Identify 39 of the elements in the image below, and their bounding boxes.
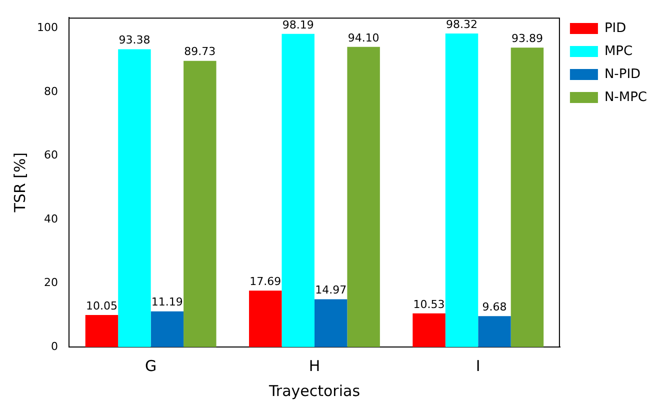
data-label: 94.10	[348, 31, 380, 44]
bar	[478, 316, 511, 347]
x-tick-label: I	[476, 356, 480, 375]
x-tick-label: H	[308, 356, 320, 375]
y-tick-label: 60	[44, 148, 58, 162]
y-tick-label: 20	[44, 276, 58, 290]
y-tick-label: 80	[44, 84, 58, 98]
data-label: 17.69	[250, 274, 282, 288]
y-tick-label: 0	[50, 340, 58, 353]
x-axis-title: Trayectorias	[268, 382, 360, 400]
bar	[347, 46, 380, 347]
data-label: 93.38	[118, 34, 150, 47]
data-label: 14.97	[315, 284, 347, 297]
legend-label: MPC	[604, 44, 633, 59]
y-axis-title: TSR [%]	[10, 152, 29, 214]
bar	[118, 49, 151, 347]
x-tick-label: G	[145, 356, 157, 375]
data-label: 89.73	[184, 45, 216, 58]
data-label: 10.53	[413, 298, 445, 311]
data-label: 11.19	[151, 296, 183, 309]
data-label: 98.19	[282, 18, 314, 32]
bar	[510, 48, 544, 347]
bar	[184, 60, 216, 347]
data-label: 10.05	[86, 299, 118, 312]
bar	[150, 311, 184, 347]
bar	[314, 299, 348, 347]
bar	[282, 34, 314, 347]
data-label: 9.68	[482, 300, 507, 314]
bar	[85, 314, 118, 347]
bar	[445, 33, 478, 347]
legend-label: N-MPC	[604, 90, 648, 105]
bar	[412, 313, 446, 347]
data-label: 98.32	[446, 18, 478, 31]
legend-label: PID	[604, 20, 626, 36]
y-tick-label: 100	[36, 20, 58, 34]
y-tick-label: 40	[44, 212, 58, 226]
data-label: 93.89	[511, 32, 543, 45]
bar	[249, 290, 282, 347]
legend-label: N-PID	[604, 66, 641, 82]
